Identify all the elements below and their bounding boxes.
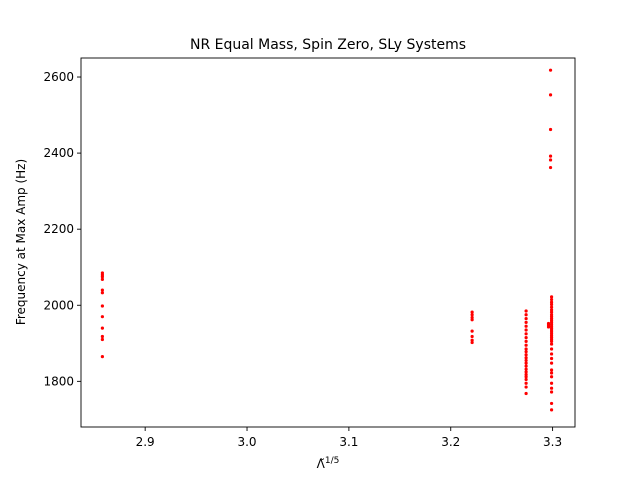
data-point	[524, 347, 528, 351]
data-points	[100, 68, 554, 412]
data-point	[549, 300, 554, 304]
data-point	[524, 320, 528, 324]
data-point	[549, 339, 554, 344]
data-point	[524, 339, 528, 344]
data-point	[100, 291, 104, 295]
data-point	[100, 315, 104, 319]
data-point	[100, 304, 104, 308]
data-point	[524, 350, 528, 354]
data-point	[470, 334, 474, 339]
data-point	[548, 165, 553, 170]
data-point	[549, 390, 554, 394]
data-point	[524, 324, 528, 328]
x-tick-label: 3.1	[339, 435, 358, 449]
data-point	[470, 313, 474, 317]
data-point	[524, 353, 528, 357]
data-point	[524, 309, 528, 313]
plot-frame	[80, 57, 576, 428]
x-axis-label: Λ̃1/5	[317, 456, 340, 471]
data-point	[524, 358, 528, 363]
data-point	[549, 297, 554, 302]
data-point	[524, 391, 528, 396]
y-tick-label: 1800	[43, 374, 74, 388]
data-point	[470, 329, 474, 333]
data-point	[524, 361, 528, 365]
data-point	[549, 295, 554, 299]
data-point	[524, 377, 528, 382]
data-point	[470, 318, 474, 322]
x-axis-label-exponent: 1/5	[325, 456, 339, 466]
y-tick-label: 2400	[43, 146, 74, 160]
chart-title: NR Equal Mass, Spin Zero, SLy Systems	[190, 37, 466, 53]
data-point	[549, 381, 554, 385]
data-point	[524, 381, 528, 385]
y-axis-ticks: 1800 2000 2200 2400 2600	[43, 70, 81, 388]
x-tick-label: 3.3	[543, 435, 562, 449]
data-point	[100, 326, 104, 330]
data-point	[524, 313, 528, 317]
data-point	[524, 316, 528, 321]
data-point	[549, 302, 554, 307]
data-point	[524, 364, 528, 368]
x-tick-label: 3.2	[441, 435, 460, 449]
data-point	[549, 347, 554, 351]
data-point	[548, 68, 553, 72]
y-axis-label: Frequency at Max Amp (Hz)	[14, 159, 28, 325]
data-point	[524, 336, 528, 340]
data-point	[548, 93, 553, 97]
data-point	[524, 332, 528, 336]
data-point	[100, 337, 104, 342]
data-point	[549, 408, 554, 412]
y-tick-label: 2000	[43, 298, 74, 312]
data-point	[548, 158, 553, 162]
x-axis-label-base: Λ̃	[317, 457, 326, 471]
data-point	[549, 342, 554, 346]
x-tick-label: 2.9	[136, 435, 155, 449]
data-point	[549, 352, 554, 356]
data-point	[549, 308, 554, 312]
data-point	[100, 277, 104, 281]
data-point	[524, 356, 528, 360]
data-point	[549, 375, 554, 379]
data-point	[546, 325, 551, 329]
data-point	[548, 154, 553, 158]
data-point	[549, 361, 554, 365]
data-point	[470, 340, 474, 345]
data-point	[524, 375, 528, 379]
data-point	[549, 305, 554, 309]
data-point	[549, 310, 554, 314]
data-point	[524, 367, 528, 371]
data-point	[470, 315, 474, 320]
data-point	[524, 372, 528, 377]
data-point	[100, 275, 104, 279]
data-point	[549, 368, 554, 372]
data-point	[100, 355, 104, 359]
data-point	[470, 338, 474, 342]
y-tick-label: 2200	[43, 222, 74, 236]
data-point	[548, 127, 553, 132]
data-point	[470, 310, 474, 314]
data-point	[549, 371, 554, 375]
data-point	[549, 401, 554, 406]
data-point	[524, 370, 528, 374]
data-point	[524, 328, 528, 332]
data-point	[546, 321, 551, 326]
x-axis-ticks: 2.9 3.0 3.1 3.2 3.3	[136, 427, 562, 449]
data-point	[524, 343, 528, 347]
x-tick-label: 3.0	[237, 435, 256, 449]
data-point	[100, 334, 104, 339]
y-tick-label: 2600	[43, 70, 74, 84]
data-point	[549, 356, 554, 361]
data-point	[549, 386, 554, 390]
data-point	[100, 288, 104, 292]
data-point	[524, 385, 528, 389]
